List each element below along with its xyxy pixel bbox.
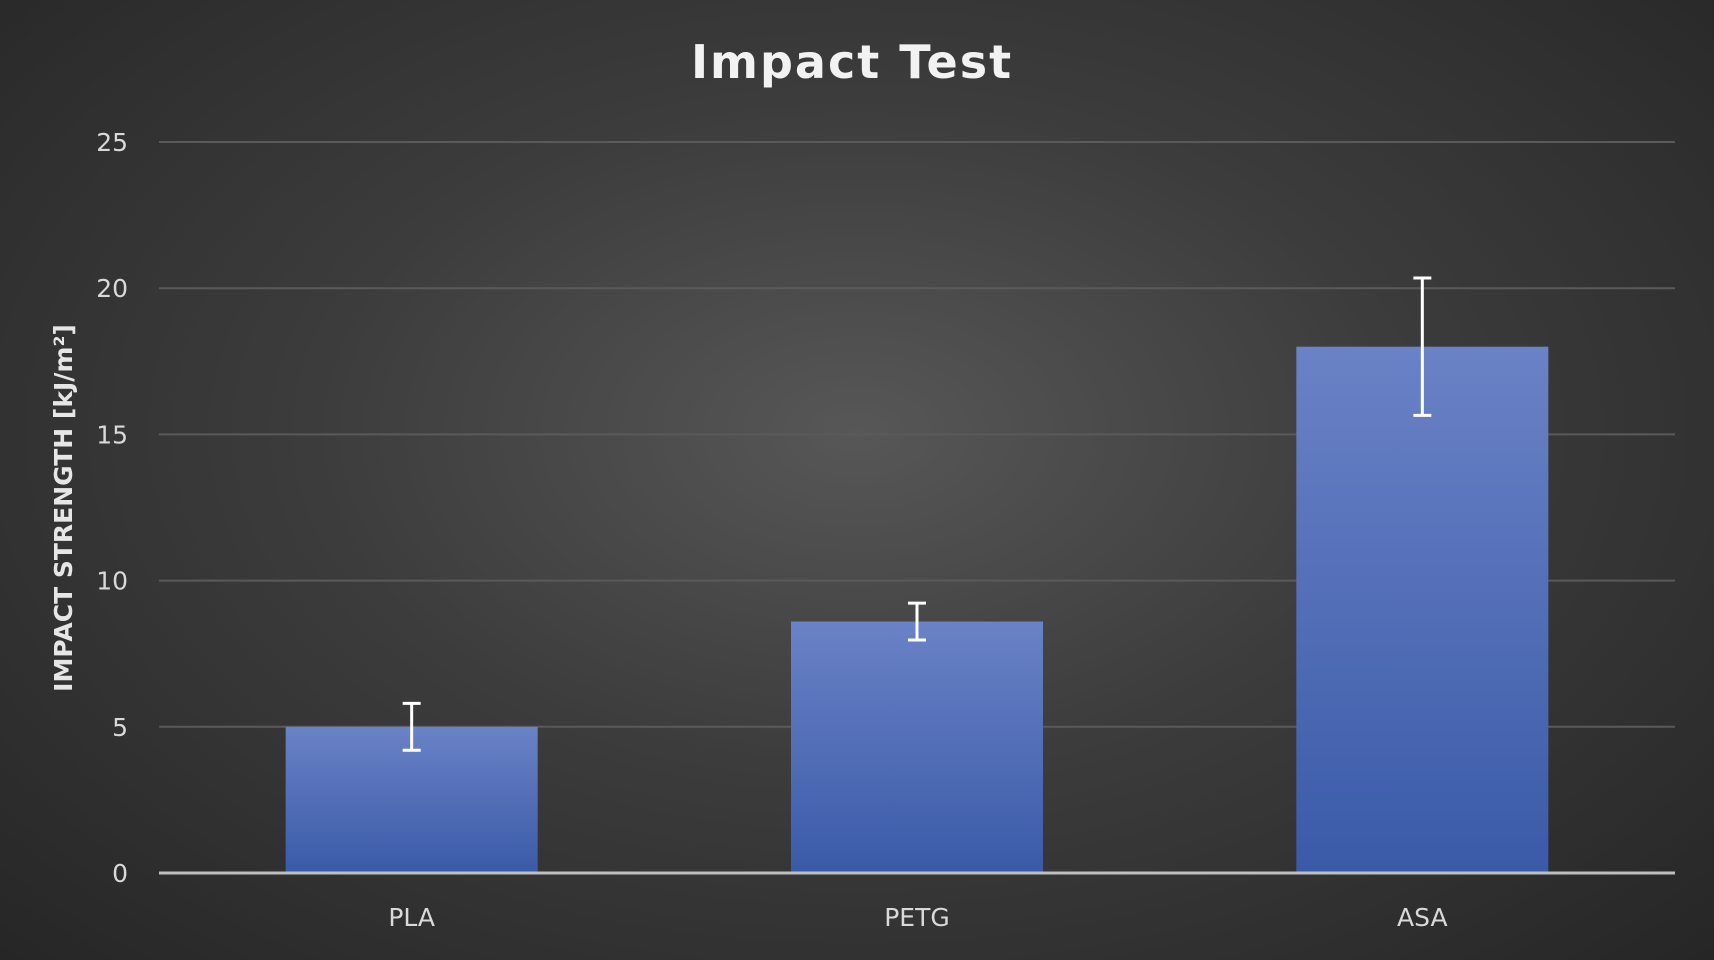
bar-petg (791, 621, 1043, 873)
error-bar-pla (402, 701, 421, 752)
y-tick-label: 5 (112, 713, 128, 742)
y-tick-label: 15 (96, 420, 128, 449)
error-bar-petg (908, 601, 926, 642)
y-axis-label: IMPACT STRENGTH [kJ/m²] (49, 324, 78, 692)
error-bar-asa (1413, 276, 1432, 417)
y-tick-label: 10 (96, 567, 128, 596)
x-tick-label: ASA (1397, 903, 1448, 932)
x-tick-label: PETG (884, 903, 950, 932)
y-tick-label: 20 (96, 274, 128, 303)
y-tick-label: 0 (112, 859, 128, 888)
bar-asa (1296, 346, 1549, 873)
x-tick-label: PLA (388, 903, 435, 932)
chart-title: Impact Test (691, 35, 1013, 89)
y-tick-label: 25 (96, 128, 128, 157)
